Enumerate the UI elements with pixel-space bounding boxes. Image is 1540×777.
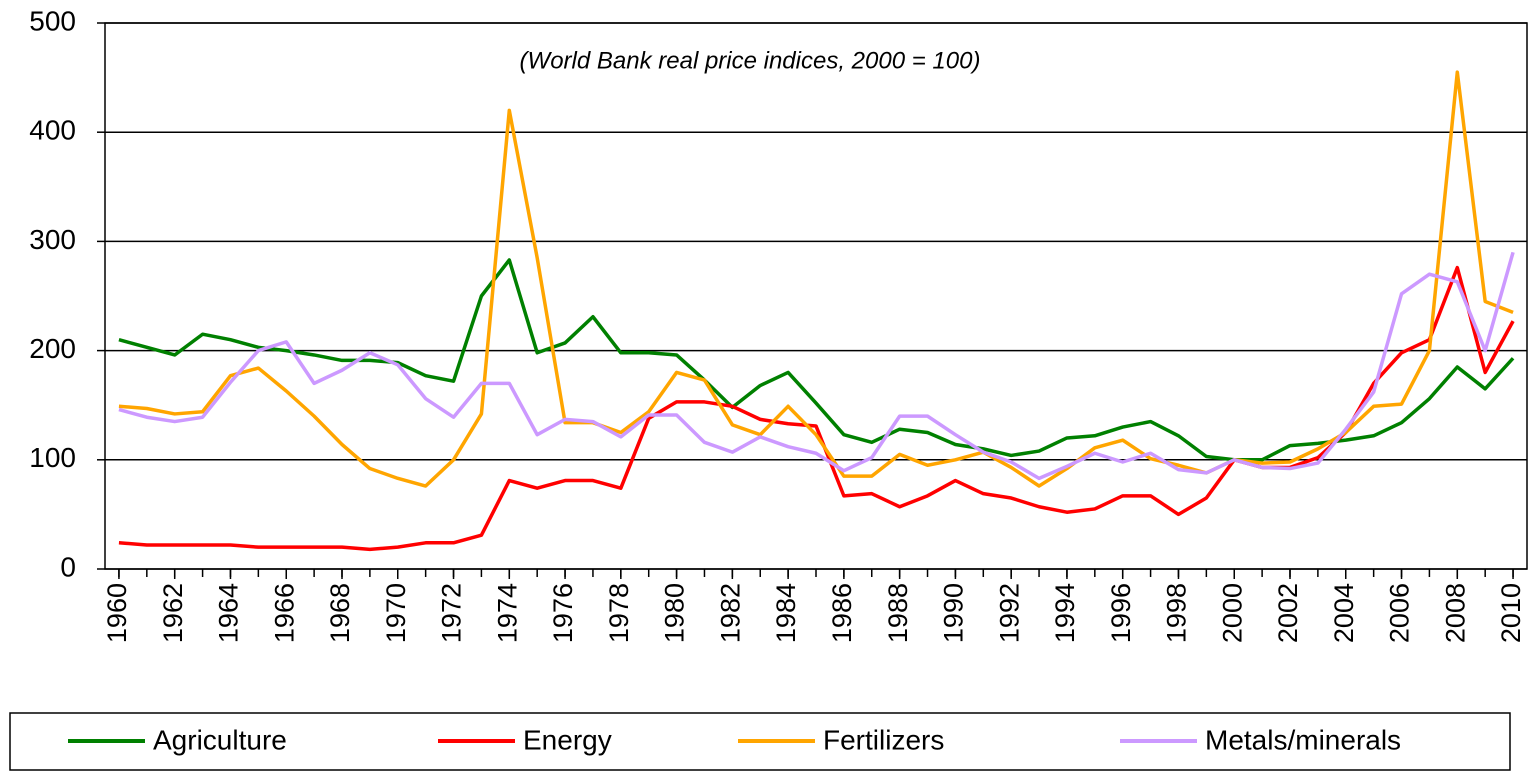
y-tick-label: 100 bbox=[29, 442, 76, 473]
series-line bbox=[118, 251, 1515, 481]
x-tick-label: 1966 bbox=[269, 583, 299, 643]
y-tick-label: 0 bbox=[60, 551, 76, 582]
x-tick-label: 1964 bbox=[214, 583, 244, 643]
series-line bbox=[118, 258, 1515, 462]
x-tick-label: 1960 bbox=[102, 583, 132, 643]
x-tick-label: 1974 bbox=[492, 583, 522, 643]
x-tick-label: 1990 bbox=[939, 583, 969, 643]
x-tick-label: 1992 bbox=[994, 583, 1024, 643]
legend-box bbox=[9, 712, 1511, 771]
series-line bbox=[118, 70, 1514, 488]
y-tick-label: 200 bbox=[29, 333, 76, 364]
x-tick-label: 1972 bbox=[437, 583, 467, 643]
x-tick-label: 2000 bbox=[1217, 583, 1247, 643]
x-tick-label: 1996 bbox=[1106, 583, 1136, 643]
x-tick-label: 2008 bbox=[1440, 583, 1470, 643]
legend-label: Agriculture bbox=[153, 724, 287, 755]
x-tick-label: 1984 bbox=[771, 583, 801, 643]
legend-label: Energy bbox=[523, 724, 612, 755]
x-tick-label: 1988 bbox=[883, 583, 913, 643]
y-tick-label: 500 bbox=[29, 5, 76, 36]
plot-border bbox=[104, 22, 1528, 570]
x-tick-label: 1986 bbox=[827, 583, 857, 643]
x-tick-label: 1982 bbox=[715, 583, 745, 643]
legend-label: Fertilizers bbox=[823, 724, 944, 755]
x-tick-label: 1980 bbox=[660, 583, 690, 643]
series-line bbox=[118, 265, 1515, 552]
y-tick-label: 400 bbox=[29, 115, 76, 146]
x-tick-label: 2004 bbox=[1329, 583, 1359, 643]
x-tick-label: 1998 bbox=[1162, 583, 1192, 643]
x-tick-label: 2002 bbox=[1273, 583, 1303, 643]
x-tick-label: 1962 bbox=[158, 583, 188, 643]
x-tick-label: 1976 bbox=[548, 583, 578, 643]
x-tick-label: 2010 bbox=[1496, 583, 1526, 643]
x-tick-label: 1970 bbox=[381, 583, 411, 643]
x-tick-label: 1994 bbox=[1050, 583, 1080, 643]
annotation: (World Bank real price indices, 2000 = 1… bbox=[520, 47, 981, 74]
y-tick-label: 300 bbox=[29, 224, 76, 255]
x-tick-label: 1978 bbox=[604, 583, 634, 643]
legend-label: Metals/minerals bbox=[1205, 724, 1401, 755]
x-tick-label: 1968 bbox=[325, 583, 355, 643]
x-tick-label: 2006 bbox=[1385, 583, 1415, 643]
